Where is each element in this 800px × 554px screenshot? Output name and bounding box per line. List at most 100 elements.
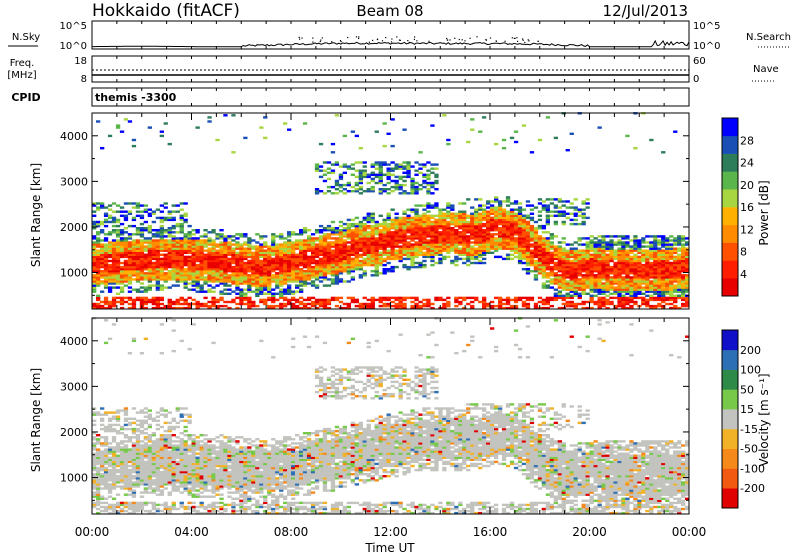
- heatmap-cell: [573, 302, 578, 306]
- heatmap-cell: [167, 278, 172, 281]
- heatmap-cell: [553, 274, 558, 277]
- heatmap-cell: [203, 245, 208, 248]
- heatmap-cell: [501, 243, 507, 246]
- heatmap-cell: [302, 282, 308, 285]
- heatmap-cell: [374, 229, 379, 232]
- heatmap-cell: [613, 270, 618, 273]
- heatmap-cell: [119, 290, 125, 293]
- heatmap-cell: [505, 247, 511, 250]
- heatmap-cell: [418, 183, 423, 187]
- heatmap-cell: [533, 278, 539, 281]
- heatmap-cell: [338, 241, 344, 244]
- heatmap-cell: [219, 257, 224, 261]
- heatmap-cell: [100, 265, 105, 269]
- heatmap-cell: [227, 284, 232, 287]
- heatmap-cell: [139, 245, 145, 248]
- heatmap-cell: [295, 243, 300, 246]
- heatmap-cell: [159, 257, 164, 261]
- heatmap-cell: [275, 282, 280, 285]
- heatmap-cell: [533, 261, 539, 265]
- heatmap-cell: [291, 280, 296, 283]
- heatmap-cell: [541, 231, 546, 234]
- heatmap-cell: [669, 284, 674, 287]
- heatmap-cell: [155, 274, 160, 277]
- heatmap-cell: [513, 231, 519, 234]
- heatmap-cell: [322, 306, 328, 310]
- heatmap-cell: [342, 251, 347, 254]
- heatmap-cell: [470, 118, 475, 121]
- heatmap-cell: [601, 304, 606, 308]
- heatmap-cell: [442, 224, 447, 228]
- heatmap-cell: [163, 249, 168, 252]
- heatmap-cell: [398, 175, 403, 179]
- heatmap-cell: [366, 181, 371, 185]
- heatmap-cell: [279, 282, 284, 285]
- heatmap-cell: [251, 259, 256, 263]
- heatmap-cell: [147, 274, 152, 277]
- heatmap-cell: [589, 272, 594, 275]
- heatmap-cell: [629, 304, 634, 308]
- heatmap-cell: [597, 251, 602, 254]
- heatmap-cell: [545, 231, 550, 234]
- heatmap-cell: [283, 122, 288, 125]
- heatmap-cell: [394, 231, 399, 234]
- heatmap-cell: [462, 253, 467, 256]
- heatmap-cell: [533, 247, 539, 250]
- heatmap-cell: [279, 253, 284, 256]
- heatmap-cell: [517, 243, 523, 246]
- heatmap-cell: [227, 249, 232, 252]
- heatmap-cell: [478, 241, 483, 244]
- heatmap-cell: [402, 243, 407, 246]
- heatmap-cell: [251, 255, 256, 259]
- heatmap-cell: [183, 306, 188, 310]
- heatmap-cell: [243, 274, 248, 277]
- heatmap-cell: [513, 233, 519, 236]
- heatmap-cell: [342, 183, 347, 187]
- heatmap-cell: [494, 224, 499, 228]
- heatmap-cell: [123, 278, 129, 281]
- heatmap-cell: [422, 304, 427, 308]
- heatmap-cell: [100, 147, 105, 150]
- heatmap-cell: [255, 259, 260, 263]
- heatmap-cell: [223, 259, 228, 263]
- heatmap-cell: [486, 214, 491, 217]
- nsearch-dot: [368, 41, 370, 43]
- heatmap-cell: [418, 229, 423, 232]
- heatmap-cell: [111, 231, 117, 234]
- heatmap-cell: [581, 302, 586, 306]
- heatmap-cell: [227, 292, 232, 295]
- heatmap-cell: [195, 306, 200, 310]
- heatmap-cell: [537, 227, 543, 230]
- heatmap-cell: [211, 251, 216, 254]
- heatmap-cell: [410, 253, 415, 256]
- heatmap-cell: [111, 270, 117, 273]
- heatmap-cell: [549, 251, 554, 254]
- heatmap-cell: [589, 284, 594, 287]
- heatmap-cell: [450, 239, 455, 242]
- heatmap-cell: [537, 214, 543, 217]
- heatmap-cell: [633, 302, 638, 306]
- heatmap-cell: [665, 288, 670, 291]
- heatmap-cell: [318, 268, 324, 271]
- heatmap-cell: [287, 261, 292, 265]
- heatmap-cell: [581, 255, 586, 259]
- heatmap-cell: [390, 247, 395, 250]
- heatmap-cell: [338, 190, 344, 193]
- heatmap-cell: [139, 210, 145, 213]
- heatmap-cell: [458, 214, 463, 217]
- heatmap-cell: [609, 243, 614, 246]
- heatmap-cell: [430, 241, 435, 244]
- heatmap-cell: [537, 253, 543, 256]
- heatmap-cell: [386, 227, 391, 230]
- heatmap-cell: [100, 304, 105, 308]
- heatmap-cell: [509, 304, 515, 308]
- heatmap-cell: [350, 237, 355, 240]
- heatmap-cell: [310, 237, 316, 240]
- heatmap-cell: [422, 222, 427, 226]
- heatmap-cell: [474, 212, 479, 215]
- heatmap-cell: [318, 165, 324, 168]
- heatmap-cell: [474, 198, 479, 201]
- cpid-value: themis -3300: [95, 91, 177, 104]
- heatmap-cell: [601, 255, 606, 259]
- heatmap-cell: [123, 270, 129, 273]
